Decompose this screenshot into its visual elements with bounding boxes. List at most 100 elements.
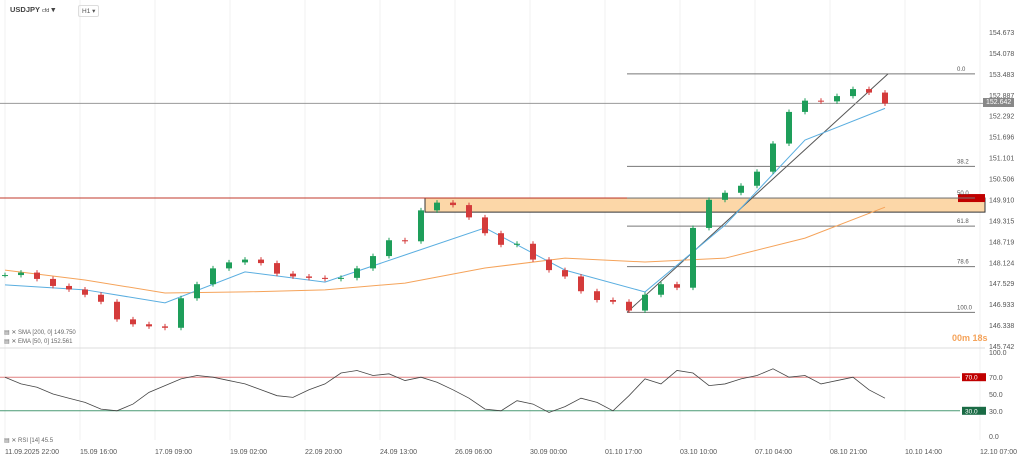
candle (594, 291, 600, 301)
rsi-tick-label: 70.0 (989, 375, 1003, 382)
time-tick-label: 10.10 14:00 (905, 449, 942, 456)
time-tick-label: 24.09 13:00 (380, 449, 417, 456)
candle (258, 259, 264, 264)
candle (882, 92, 888, 104)
rsi-tick-label: 30.0 (989, 409, 1003, 416)
candle (626, 301, 632, 311)
time-tick-label: 19.09 02:00 (230, 449, 267, 456)
candle (850, 89, 856, 97)
supply-zone (424, 197, 986, 213)
rsi-line (4, 368, 886, 413)
price-tick-label: 152.292 (989, 114, 1014, 121)
candle (50, 278, 56, 286)
candle (370, 256, 376, 269)
candle (562, 270, 568, 277)
fib-level-label: 0.0 (957, 67, 966, 73)
fib-level-label: 38.2 (957, 159, 969, 165)
timeframe-selector[interactable]: H1 ▾ (78, 5, 100, 17)
candle (434, 202, 440, 211)
timeframe-label: H1 (82, 8, 91, 15)
price-tick-label: 154.078 (989, 51, 1014, 58)
time-tick-label: 26.09 06:00 (455, 449, 492, 456)
candle (354, 268, 360, 278)
candle (402, 240, 408, 242)
rsi-legend[interactable]: ▤ ✕ RSI [14] 45.5 (4, 437, 53, 444)
sma-value: SMA [200, 0] 149.750 (18, 330, 76, 336)
candle (658, 284, 664, 295)
candle (98, 294, 104, 302)
candle (274, 263, 280, 274)
rsi-tick-label: 0.0 (989, 434, 999, 441)
candle (306, 276, 312, 278)
rsi-tick-label: 50.0 (989, 392, 1003, 399)
candle (866, 89, 872, 93)
price-tick-label: 147.529 (989, 281, 1014, 288)
candle (690, 227, 696, 288)
price-tick-label: 145.742 (989, 344, 1014, 351)
rsi-lower-tag (962, 406, 986, 415)
rsi-upper-tag (962, 373, 986, 382)
candle (210, 268, 216, 285)
price-tick-label: 146.338 (989, 323, 1014, 330)
time-tick-label: 01.10 17:00 (605, 449, 642, 456)
candle (162, 326, 168, 328)
candle (450, 202, 456, 206)
candle (786, 111, 792, 144)
price-tick-label: 148.719 (989, 239, 1014, 246)
fib-level-label: 78.6 (957, 260, 969, 266)
candle (498, 233, 504, 245)
candle (546, 259, 552, 271)
rsi-value: RSI [14] 45.5 (18, 438, 54, 444)
candle (578, 276, 584, 292)
price-tick-label: 153.483 (989, 72, 1014, 79)
candle (610, 300, 616, 302)
symbol-suffix: cfd (41, 8, 50, 14)
time-tick-label: 15.09 16:00 (80, 449, 117, 456)
symbol-selector[interactable]: USDJPY cfd ▾ (10, 5, 55, 14)
candle (802, 100, 808, 112)
candle (674, 284, 680, 288)
last-price-tag: 152.642 (983, 98, 1015, 107)
price-tick-label: 151.696 (989, 135, 1014, 142)
chevron-down-icon: ▾ (51, 5, 56, 14)
ema-legend[interactable]: ▤ ✕ EMA [50, 0] 152.561 (4, 338, 72, 345)
candle (770, 143, 776, 172)
candle (82, 289, 88, 295)
candle (178, 298, 184, 328)
price-tick-label: 149.910 (989, 197, 1014, 204)
candle (722, 192, 728, 200)
candle (66, 285, 72, 290)
time-tick-label: 22.09 20:00 (305, 449, 342, 456)
candle (2, 275, 8, 277)
candle (18, 272, 24, 276)
rsi-tick-label: 100.0 (989, 350, 1007, 357)
symbol-label: USDJPY (10, 5, 40, 14)
rsi-upper-label: 70.0 (965, 375, 978, 382)
ema50-line (4, 107, 886, 304)
chevron-down-icon: ▾ (92, 8, 96, 15)
candle (194, 284, 200, 299)
candle (322, 277, 328, 279)
price-tick-label: 148.124 (989, 260, 1014, 267)
time-tick-label: 17.09 09:00 (155, 449, 192, 456)
price-tick-label: 152.887 (989, 93, 1014, 100)
settings-icon[interactable]: ▤ ✕ (4, 339, 19, 345)
price-tick-label: 150.506 (989, 177, 1014, 184)
candle (642, 294, 648, 311)
time-tick-label: 30.09 00:00 (530, 449, 567, 456)
settings-icon[interactable]: ▤ ✕ (4, 438, 19, 444)
price-tick-label: 151.101 (989, 156, 1014, 163)
sma-legend[interactable]: ▤ ✕ SMA [200, 0] 149.750 (4, 329, 76, 336)
candle (466, 205, 472, 218)
trend-line (626, 73, 889, 313)
candle (114, 301, 120, 320)
candle (738, 185, 744, 193)
ema-value: EMA [50, 0] 152.561 (18, 339, 73, 345)
price-tick-label: 146.933 (989, 302, 1014, 309)
sma200-line (4, 206, 886, 294)
time-tick-label: 07.10 04:00 (755, 449, 792, 456)
candle (482, 217, 488, 234)
settings-icon[interactable]: ▤ ✕ (4, 330, 19, 336)
